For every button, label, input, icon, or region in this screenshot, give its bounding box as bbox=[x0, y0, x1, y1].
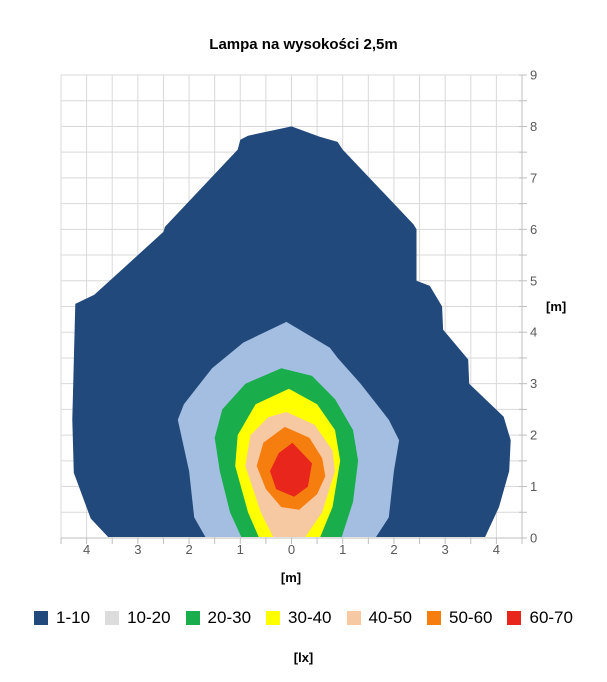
legend-label: 10-20 bbox=[127, 608, 171, 627]
x-tick-label: 1 bbox=[339, 542, 346, 557]
legend-swatch-icon bbox=[427, 610, 441, 625]
y-tick-label: 6 bbox=[530, 222, 537, 237]
y-tick-label: 8 bbox=[530, 119, 537, 134]
legend-label: 40-50 bbox=[368, 608, 412, 627]
contour-bands bbox=[72, 126, 511, 538]
x-tick-label: 0 bbox=[288, 542, 295, 557]
legend-label: 50-60 bbox=[449, 608, 493, 627]
legend-label: 60-70 bbox=[529, 608, 573, 627]
contour-plot: 4 3 2 1 0 1 2 3 4 0 1 2 3 4 5 6 7 8 9 bbox=[60, 68, 537, 558]
legend-item-1-10: 1-10 bbox=[34, 609, 90, 626]
legend-swatch-icon bbox=[346, 610, 361, 625]
y-tick-label: 3 bbox=[530, 376, 537, 391]
x-tick-label: 2 bbox=[390, 542, 397, 557]
legend-item-20-30: 20-30 bbox=[185, 608, 252, 627]
legend-unit-label: [lx] bbox=[293, 650, 314, 665]
x-tick-label: 3 bbox=[134, 542, 141, 557]
legend-label: 20-30 bbox=[207, 608, 252, 627]
legend-item-40-50: 40-50 bbox=[346, 608, 412, 627]
legend-swatch-icon bbox=[105, 610, 120, 625]
y-tick-label: 7 bbox=[530, 170, 537, 185]
legend-swatch-icon bbox=[507, 610, 522, 625]
y-tick-label: 9 bbox=[530, 68, 537, 83]
legend-label: 1-10 bbox=[56, 608, 91, 627]
y-axis-unit-label: [m] bbox=[546, 299, 567, 314]
y-tick-label: 5 bbox=[530, 273, 537, 288]
legend: 1-10 10-20 20-30 30-40 40-50 50-60 60-70 bbox=[0, 609, 607, 626]
y-tick-label: 1 bbox=[530, 479, 537, 494]
legend-item-50-60: 50-60 bbox=[427, 609, 492, 626]
legend-label: 30-40 bbox=[288, 608, 332, 627]
y-tick-label: 2 bbox=[530, 428, 537, 443]
x-tick-label: 3 bbox=[442, 542, 449, 557]
x-tick-label: 2 bbox=[185, 542, 192, 557]
legend-swatch-icon bbox=[266, 610, 281, 625]
x-tick-label: 4 bbox=[83, 542, 90, 557]
x-tick-label: 4 bbox=[493, 542, 500, 557]
legend-item-30-40: 30-40 bbox=[266, 608, 332, 627]
axis-tick-labels: 4 3 2 1 0 1 2 3 4 0 1 2 3 4 5 6 7 8 9 bbox=[83, 68, 537, 558]
contour-band-60-70 bbox=[270, 442, 312, 497]
axis-ticks bbox=[60, 74, 527, 544]
y-tick-label: 0 bbox=[530, 531, 537, 546]
legend-item-10-20: 10-20 bbox=[105, 608, 171, 627]
x-axis-unit-label: [m] bbox=[280, 570, 302, 585]
legend-swatch-icon bbox=[34, 610, 49, 625]
legend-item-60-70: 60-70 bbox=[507, 608, 573, 627]
legend-swatch-icon bbox=[185, 610, 200, 625]
chart-title: Lampa na wysokości 2,5m bbox=[209, 36, 398, 53]
x-tick-label: 1 bbox=[237, 542, 244, 557]
y-tick-label: 4 bbox=[530, 325, 537, 340]
